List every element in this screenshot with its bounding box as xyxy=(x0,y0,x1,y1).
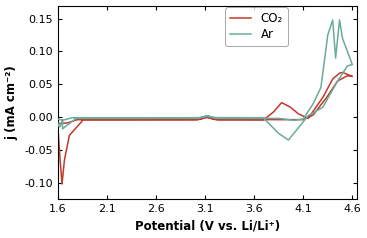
Ar xyxy=(55,118,60,120)
Line: CO₂: CO₂ xyxy=(58,72,352,184)
CO₂ xyxy=(55,122,60,125)
CO₂ xyxy=(305,117,309,119)
Ar xyxy=(330,19,335,21)
Ar xyxy=(183,116,187,119)
Ar xyxy=(192,116,197,119)
Legend: CO₂, Ar: CO₂, Ar xyxy=(225,7,288,46)
Y-axis label: j (mA cm⁻²): j (mA cm⁻²) xyxy=(6,65,19,140)
CO₂ xyxy=(56,135,61,138)
Ar xyxy=(271,117,275,120)
Ar xyxy=(57,125,62,128)
CO₂ xyxy=(340,71,345,74)
Ar xyxy=(55,121,60,124)
Ar xyxy=(326,97,330,100)
Line: Ar: Ar xyxy=(58,20,352,140)
CO₂ xyxy=(137,118,142,121)
CO₂ xyxy=(60,183,64,185)
Ar xyxy=(286,139,291,141)
CO₂ xyxy=(77,118,81,121)
CO₂ xyxy=(334,82,338,84)
CO₂ xyxy=(55,122,60,125)
CO₂ xyxy=(272,110,276,113)
X-axis label: Potential (V vs. Li/Li⁺): Potential (V vs. Li/Li⁺) xyxy=(135,219,280,233)
Ar xyxy=(287,118,291,121)
